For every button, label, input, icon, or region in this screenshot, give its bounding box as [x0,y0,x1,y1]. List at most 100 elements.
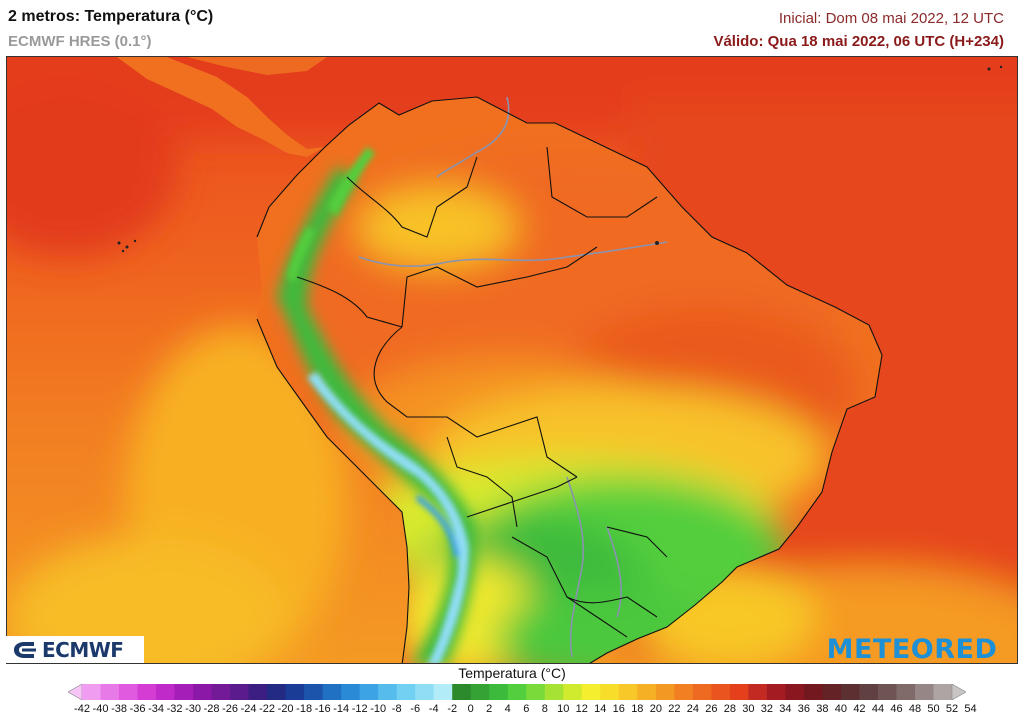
temperature-map[interactable] [6,56,1018,664]
scale-tick-label: -16 [314,703,331,715]
initial-time: Inicial: Dom 08 mai 2022, 12 UTC [778,10,1004,27]
scale-swatch [378,684,398,700]
scale-swatch [581,684,601,700]
scale-tick-label: 18 [631,703,644,715]
scale-swatch [563,684,583,700]
scale-swatch [822,684,842,700]
scale-swatch [600,684,620,700]
scale-swatch [692,684,712,700]
meteored-logo-text: METEORED [826,633,998,665]
scale-min-arrow [68,684,83,700]
scale-max-arrow [951,684,966,700]
scale-tick-label: 6 [523,703,530,715]
scale-swatch [267,684,287,700]
scale-tick-label: -40 [92,703,109,715]
scale-tick-label: -6 [410,703,421,715]
scale-swatch [211,684,231,700]
scale-tick-label: 30 [742,703,755,715]
country-borders [256,96,883,663]
scale-swatch [896,684,916,700]
scale-swatch [618,684,638,700]
scale-tick-label: -34 [148,703,164,715]
map-title: 2 metros: Temperatura (°C) [8,8,214,25]
scale-swatch [637,684,657,700]
scale-tick-label: -22 [259,703,276,715]
ecmwf-logo-text: ECMWF [42,637,124,662]
scale-swatch [859,684,879,700]
scale-tick-label: 8 [541,703,548,715]
ecmwf-logo: ECMWF [6,636,144,663]
map-canvas [7,57,1017,663]
scale-swatch [100,684,120,700]
scale-tick-label: -8 [391,703,402,715]
scale-tick-label: -20 [277,703,294,715]
scale-tick-label: 2 [486,703,493,715]
scale-swatch [785,684,805,700]
scale-tick-label: 44 [871,703,885,715]
scale-tick-label: -4 [428,703,439,715]
scale-swatch [359,684,379,700]
color-scale-bar [68,684,966,700]
scale-tick-label: -32 [166,703,183,715]
scale-swatch [304,684,324,700]
scale-swatch [655,684,675,700]
scale-tick-label: 24 [686,703,699,715]
scale-tick-label: 22 [668,703,681,715]
scale-swatch [82,684,102,700]
scale-swatch [156,684,176,700]
scale-tick-label: 50 [927,703,940,715]
valid-time: Válido: Qua 18 mai 2022, 06 UTC (H+234) [713,33,1004,50]
scale-tick-label: 12 [575,703,588,715]
scale-swatch [526,684,546,700]
scale-tick-label: -28 [203,703,220,715]
scale-tick-label: 4 [504,703,511,715]
scale-tick-label: -10 [370,703,387,715]
scale-swatch [174,684,194,700]
scale-tick-label: 34 [779,703,792,715]
scale-tick-label: -26 [222,703,239,715]
scale-tick-label: -24 [240,703,257,715]
scale-swatch [840,684,860,700]
scale-swatch [341,684,361,700]
scale-swatch [507,684,527,700]
scale-swatch [452,684,472,700]
scale-swatch [322,684,342,700]
scale-tick-label: -30 [185,703,202,715]
scale-swatch [711,684,731,700]
scale-tick-label: -18 [296,703,313,715]
scale-tick-label: 26 [705,703,718,715]
scale-tick-label: 0 [467,703,474,715]
scale-swatch [119,684,139,700]
scale-tick-label: -12 [351,703,368,715]
scale-tick-label: -14 [333,703,350,715]
scale-swatch [766,684,786,700]
scale-tick-label: 32 [760,703,774,715]
scale-tick-label: 38 [816,703,829,715]
ecmwf-mark-icon [14,641,36,658]
scale-swatch [248,684,268,700]
scale-tick-label: 16 [612,703,625,715]
scale-swatch [396,684,416,700]
scale-swatch [193,684,213,700]
scale-tick-label: 14 [594,703,607,715]
scale-swatch [674,684,694,700]
scale-swatch [933,684,953,700]
scale-tick-label: -38 [111,703,127,715]
land-temperature-field [277,147,857,663]
scale-tick-label: 36 [797,703,811,715]
scale-swatch [914,684,934,700]
scale-tick-label: -36 [129,703,146,715]
warm-sea-zones [7,57,1017,663]
model-label: ECMWF HRES (0.1°) [8,33,152,50]
islands [117,65,1003,253]
scale-swatch [748,684,768,700]
central-america-land [117,57,327,157]
scale-tick-label: 20 [649,703,662,715]
scale-swatch [285,684,305,700]
scale-swatch [230,684,250,700]
scale-tick-label: 10 [557,703,570,715]
color-scale-labels: -42 -40 -38 -36 -34 -32 -30 -28 -26 -24 -22 -20 -18-… [0,703,1024,719]
scale-swatch [137,684,157,700]
scale-tick-label: 40 [834,703,848,715]
scale-swatch [433,684,453,700]
